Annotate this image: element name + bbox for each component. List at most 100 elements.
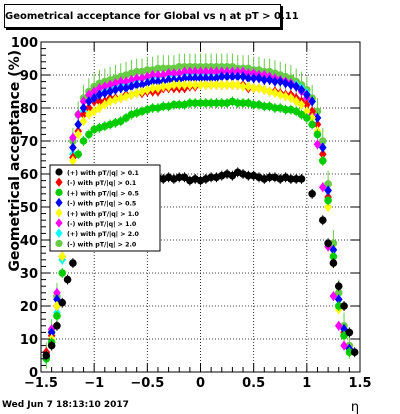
data-point <box>308 120 316 129</box>
data-point <box>287 79 295 90</box>
data-point <box>318 142 327 153</box>
data-point <box>122 91 130 102</box>
data-point <box>297 175 306 183</box>
data-point <box>170 68 178 79</box>
data-point <box>42 351 51 360</box>
data-point <box>58 269 67 277</box>
data-point <box>180 66 189 77</box>
data-point <box>148 104 157 112</box>
data-point <box>340 302 348 310</box>
data-point <box>69 259 77 267</box>
data-point <box>239 99 247 107</box>
data-point <box>154 70 162 80</box>
data-point <box>324 185 332 196</box>
data-point <box>47 327 56 338</box>
data-point <box>106 79 114 90</box>
data-point <box>47 341 56 350</box>
data-point <box>58 298 67 307</box>
legend-marker <box>55 188 63 196</box>
data-point <box>324 202 332 212</box>
data-point <box>191 73 199 84</box>
data-point <box>85 109 93 120</box>
data-point <box>318 216 327 224</box>
data-point <box>74 119 83 130</box>
data-point <box>313 139 322 150</box>
data-point <box>154 64 162 73</box>
data-point <box>74 109 83 120</box>
data-point <box>308 190 316 198</box>
data-point <box>122 76 130 87</box>
data-point <box>212 73 221 84</box>
axis-layer: −1.5 −1 −0.5 0 0.5 1 1.5 0 10 20 30 40 50 60 70 80 90 100 <box>11 36 372 391</box>
data-point <box>260 102 269 111</box>
data-point <box>101 81 109 92</box>
data-point <box>313 130 322 139</box>
x-tick-label: 1 <box>302 376 311 391</box>
y-tick-label: 90 <box>20 69 38 84</box>
data-point <box>53 312 61 320</box>
data-point <box>308 106 316 117</box>
data-point <box>175 68 184 79</box>
data-point <box>148 76 157 87</box>
data-point <box>207 99 215 107</box>
data-point <box>303 89 311 100</box>
data-point <box>191 66 199 77</box>
data-point <box>175 100 184 109</box>
legend: (+) with pT/|q| > 0.1 (-) with pT/|q| > 0… <box>49 164 161 252</box>
data-point <box>111 84 120 95</box>
y-tick-label: 10 <box>20 333 38 348</box>
legend-label: (-) with pT/|q| > 0.5 <box>67 201 136 209</box>
y-tick-label: 30 <box>20 267 38 282</box>
data-point <box>318 157 327 165</box>
data-point <box>127 75 136 85</box>
data-point <box>260 84 269 95</box>
data-point <box>303 106 311 117</box>
data-point <box>74 129 83 140</box>
data-point <box>297 99 306 110</box>
legend-label: (-) with pT/|q| > 1.0 <box>67 221 137 229</box>
data-point <box>175 62 184 71</box>
x-tick-label: −1 <box>84 376 104 391</box>
data-point <box>106 86 114 97</box>
data-point <box>196 79 205 90</box>
data-point <box>53 287 61 298</box>
data-point <box>170 79 178 90</box>
data-point <box>350 348 359 357</box>
series-3 <box>42 71 354 361</box>
y-tick-label: 40 <box>20 234 38 249</box>
data-point <box>329 239 338 248</box>
data-point <box>111 94 120 105</box>
data-point <box>143 71 152 82</box>
data-point <box>217 79 226 90</box>
data-point <box>143 84 152 95</box>
data-point <box>313 119 322 130</box>
data-point <box>244 73 253 84</box>
x-tick-label: 0 <box>196 376 205 391</box>
data-point <box>170 100 178 109</box>
data-point <box>154 76 162 87</box>
x-tick-label: 0.5 <box>242 376 265 391</box>
data-point <box>143 66 152 74</box>
data-point <box>207 73 215 84</box>
legend-marker <box>55 228 63 238</box>
data-point <box>318 149 327 160</box>
data-point <box>329 244 338 255</box>
data-point <box>85 130 93 139</box>
data-point <box>324 180 332 188</box>
data-point <box>249 83 258 94</box>
data-point <box>324 239 332 248</box>
legend-label: (+) with pT/|q| > 0.5 <box>67 190 139 198</box>
data-point <box>249 100 258 109</box>
legend-marker <box>55 218 63 228</box>
legend-label: (-) with pT/|q| > 2.0 <box>67 241 137 249</box>
data-point <box>223 71 231 82</box>
data-point <box>212 99 221 107</box>
legend-label: (+) with pT/|q| > 2.0 <box>67 231 140 239</box>
data-point <box>233 79 242 90</box>
data-point <box>244 171 253 180</box>
data-point <box>276 76 285 87</box>
data-point <box>148 83 157 94</box>
data-point <box>63 275 72 284</box>
y-tick-label: 60 <box>20 168 38 183</box>
x-tick-label: 1.5 <box>348 376 371 391</box>
